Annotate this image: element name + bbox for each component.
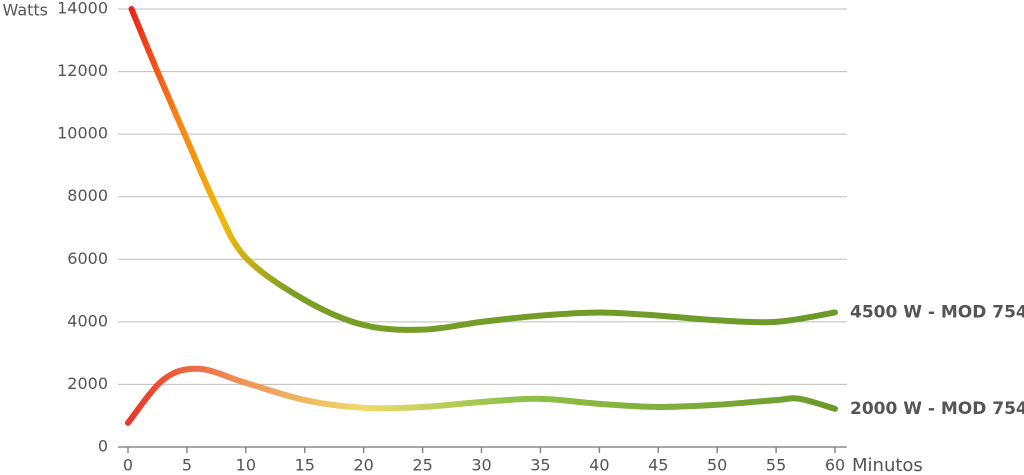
x-tick-label: 5 [182,456,192,475]
x-tick-label: 30 [471,456,491,475]
x-tick-label: 50 [707,456,727,475]
x-tick-label: 0 [123,456,133,475]
series-label: 4500 W - MOD 754S [850,302,1024,322]
y-tick-label: 2000 [67,374,108,393]
y-tick-label: 4000 [67,311,108,330]
y-tick-label: 8000 [67,186,108,205]
x-tick-label: 15 [295,456,315,475]
y-tick-label: 0 [98,437,108,456]
y-tick-label: 14000 [57,0,108,18]
x-tick-label: 60 [825,456,845,475]
y-axis-label: Watts [3,1,48,20]
series-line [128,6,838,333]
y-tick-label: 6000 [67,249,108,268]
x-tick-label: 20 [353,456,373,475]
x-tick-label: 35 [530,456,550,475]
y-tick-label: 10000 [57,124,108,143]
x-tick-label: 55 [766,456,786,475]
x-tick-label: 40 [589,456,609,475]
y-tick-label: 12000 [57,61,108,80]
x-tick-label: 25 [412,456,432,475]
series-label: 2000 W - MOD 754R [850,399,1024,419]
x-tick-label: 45 [648,456,668,475]
x-tick-label: 10 [236,456,256,475]
x-axis-label: Minutos [852,455,923,475]
series-line [125,365,838,426]
